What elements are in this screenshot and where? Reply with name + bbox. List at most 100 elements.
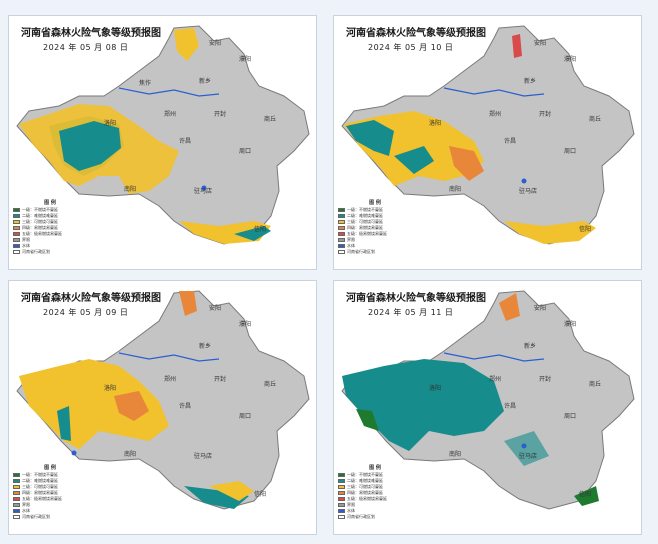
legend-label: 五级：极易燃烧易蔓延	[347, 231, 387, 236]
city-label: 安阳	[209, 305, 222, 312]
water-body	[521, 178, 527, 184]
legend-item: 水体	[13, 243, 93, 249]
legend-label: 界限	[347, 237, 355, 242]
legend-swatch	[13, 214, 20, 218]
legend-swatch	[338, 232, 345, 236]
level2-east	[504, 431, 549, 466]
legend-item: 五级：极易燃烧易蔓延	[338, 496, 418, 502]
city-label: 濮阳	[239, 56, 252, 63]
legend-label: 水体	[347, 243, 355, 248]
legend-label: 河南省行政区划	[347, 514, 375, 519]
city-label: 驻马店	[519, 188, 538, 195]
city-label: 商丘	[264, 116, 277, 123]
legend-title: 图 例	[44, 465, 56, 471]
map-legend: 图 例 一级：不燃烧不蔓延 二级：难燃烧难蔓延 三级：可燃烧可蔓延 四级：易燃烧易蔓延…	[338, 465, 418, 520]
legend-label: 三级：可燃烧可蔓延	[22, 484, 58, 489]
province-outline	[16, 25, 310, 245]
henan-map	[341, 290, 635, 510]
city-label: 郑州	[489, 111, 502, 118]
legend-swatch	[338, 515, 345, 519]
legend-swatch	[13, 238, 20, 242]
legend-item: 一级：不燃烧不蔓延	[338, 207, 418, 213]
legend-label: 五级：极易燃烧易蔓延	[347, 496, 387, 501]
map-title: 河南省森林火险气象等级预报图	[21, 293, 161, 304]
level4-zone	[449, 146, 484, 181]
legend-label: 二级：难燃烧难蔓延	[22, 213, 58, 218]
legend-swatch	[13, 208, 20, 212]
legend-label: 二级：难燃烧难蔓延	[347, 213, 383, 218]
map-legend: 图 例 一级：不燃烧不蔓延 二级：难燃烧难蔓延 三级：可燃烧可蔓延 四级：易燃烧易蔓延…	[13, 465, 93, 520]
level3-zone	[19, 359, 169, 449]
city-label: 南阳	[124, 186, 137, 193]
forecast-map-panel: 河南省森林火险气象等级预报图 2024 年 05 月 09 日 安阳 濮阳 新乡…	[8, 280, 317, 535]
legend-label: 一级：不燃烧不蔓延	[347, 207, 383, 212]
legend-label: 三级：可燃烧可蔓延	[347, 484, 383, 489]
legend-swatch	[13, 497, 20, 501]
city-label: 安阳	[209, 40, 222, 47]
legend-item: 三级：可燃烧可蔓延	[338, 219, 418, 225]
city-label: 洛阳	[429, 385, 442, 392]
level3-north	[174, 28, 199, 61]
legend-swatch	[338, 250, 345, 254]
legend-item: 水体	[13, 508, 93, 514]
level2-zone	[346, 120, 394, 156]
legend-label: 三级：可燃烧可蔓延	[22, 219, 58, 224]
level5-zone	[512, 34, 522, 58]
legend-item: 三级：可燃烧可蔓延	[13, 219, 93, 225]
river	[443, 352, 545, 362]
legend-swatch	[338, 244, 345, 248]
legend-item: 五级：极易燃烧易蔓延	[13, 496, 93, 502]
henan-map	[341, 25, 635, 245]
city-label: 许昌	[179, 138, 192, 145]
legend-label: 二级：难燃烧难蔓延	[347, 478, 383, 483]
legend-item: 四级：易燃烧易蔓延	[13, 490, 93, 496]
legend-label: 界限	[347, 502, 355, 507]
legend-swatch	[13, 479, 20, 483]
legend-swatch	[13, 485, 20, 489]
forecast-map-panel: 河南省森林火险气象等级预报图 2024 年 05 月 10 日 安阳 濮阳 新乡…	[333, 15, 642, 270]
city-label: 周口	[239, 413, 252, 420]
city-label: 开封	[214, 111, 227, 118]
city-label: 许昌	[179, 403, 192, 410]
city-label: 郑州	[164, 376, 177, 383]
legend-item: 五级：极易燃烧易蔓延	[13, 231, 93, 237]
city-label: 许昌	[504, 138, 517, 145]
legend-label: 一级：不燃烧不蔓延	[347, 472, 383, 477]
city-label: 南阳	[124, 451, 137, 458]
level1-zone	[356, 409, 379, 431]
legend-label: 一级：不燃烧不蔓延	[22, 207, 58, 212]
level2-south	[234, 226, 271, 241]
level3-south	[504, 221, 596, 244]
legend-label: 五级：极易燃烧易蔓延	[22, 496, 62, 501]
legend-item: 水体	[338, 508, 418, 514]
city-label: 新乡	[524, 343, 537, 350]
city-label: 驻马店	[194, 453, 213, 460]
level2-zone-b	[394, 146, 434, 174]
city-label: 周口	[564, 148, 577, 155]
city-label: 新乡	[524, 78, 537, 85]
level3-south	[209, 481, 254, 501]
legend-label: 河南省行政区划	[347, 249, 375, 254]
legend-item: 二级：难燃烧难蔓延	[338, 478, 418, 484]
legend-label: 三级：可燃烧可蔓延	[347, 219, 383, 224]
city-label: 濮阳	[239, 321, 252, 328]
legend-swatch	[338, 473, 345, 477]
legend-item: 水体	[338, 243, 418, 249]
legend-label: 界限	[22, 237, 30, 242]
map-title: 河南省森林火险气象等级预报图	[346, 28, 486, 39]
legend-item: 河南省行政区划	[338, 249, 418, 255]
legend-swatch	[13, 250, 20, 254]
legend-swatch	[13, 503, 20, 507]
level1-south	[574, 486, 599, 506]
legend-swatch	[13, 509, 20, 513]
legend-label: 四级：易燃烧易蔓延	[22, 490, 58, 495]
map-date: 2024 年 05 月 10 日	[368, 43, 454, 52]
legend-item: 四级：易燃烧易蔓延	[338, 490, 418, 496]
city-label: 商丘	[264, 381, 277, 388]
forecast-map-panel: 河南省森林火险气象等级预报图 2024 年 05 月 08 日 安阳 濮阳 新乡…	[8, 15, 317, 270]
city-label: 郑州	[164, 111, 177, 118]
city-label: 郑州	[489, 376, 502, 383]
river	[443, 87, 545, 97]
legend-label: 一级：不燃烧不蔓延	[22, 472, 58, 477]
legend-swatch	[13, 232, 20, 236]
